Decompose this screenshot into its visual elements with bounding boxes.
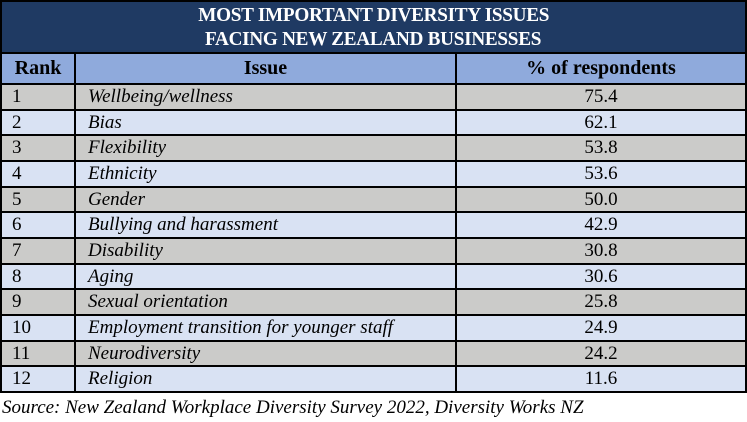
table-header-row: Rank Issue % of respondents: [2, 54, 745, 85]
table-row: 10 Employment transition for younger sta…: [2, 316, 745, 342]
table-row: 2 Bias 62.1: [2, 110, 745, 137]
value-cell: 53.6: [584, 162, 618, 184]
column-header-respondents: % of respondents: [526, 57, 676, 79]
rank-cell: 7: [2, 239, 76, 263]
issue-cell: Wellbeing/wellness: [76, 85, 457, 109]
rank-cell: 8: [2, 264, 76, 289]
issue-cell: Neurodiversity: [76, 341, 457, 366]
issue-cell: Bias: [76, 110, 457, 135]
rank-cell: 6: [2, 213, 76, 238]
table-row: 3 Flexibility 53.8: [2, 136, 745, 163]
table-row: 5 Gender 50.0: [2, 187, 745, 214]
table-row: 8 Aging 30.6: [2, 264, 745, 291]
column-header-issue: Issue: [76, 54, 457, 83]
issue-cell: Religion: [76, 367, 457, 392]
rank-cell: 1: [2, 85, 76, 109]
rank-cell: 3: [2, 136, 76, 161]
issue-cell: Disability: [76, 239, 457, 263]
rank-cell: 10: [2, 316, 76, 340]
value-cell: 62.1: [584, 111, 618, 133]
issue-cell: Flexibility: [76, 136, 457, 161]
rank-cell: 2: [2, 110, 76, 135]
value-cell: 30.8: [584, 239, 618, 261]
value-cell: 30.6: [584, 265, 618, 287]
table-body: 1 Wellbeing/wellness 75.4 2 Bias 62.1 3 …: [2, 85, 745, 392]
issue-cell: Bullying and harassment: [76, 213, 457, 238]
table-row: 6 Bullying and harassment 42.9: [2, 213, 745, 240]
table-title-line-2: FACING NEW ZEALAND BUSINESSES: [205, 28, 542, 50]
value-cell: 24.2: [584, 342, 618, 364]
rank-cell: 9: [2, 290, 76, 315]
table-row: 1 Wellbeing/wellness 75.4: [2, 85, 745, 111]
issue-cell: Ethnicity: [76, 162, 457, 186]
table-row: 7 Disability 30.8: [2, 239, 745, 265]
value-cell: 53.8: [584, 137, 618, 159]
table-row: 9 Sexual orientation 25.8: [2, 290, 745, 317]
value-cell: 25.8: [584, 291, 618, 313]
table-row: 12 Religion 11.6: [2, 367, 745, 392]
rank-cell: 11: [2, 341, 76, 366]
diversity-issues-table: MOST IMPORTANT DIVERSITY ISSUES FACING N…: [0, 0, 747, 393]
table-row: 11 Neurodiversity 24.2: [2, 341, 745, 368]
table-title-line-1: MOST IMPORTANT DIVERSITY ISSUES: [198, 4, 549, 26]
rank-cell: 5: [2, 187, 76, 212]
value-cell: 11.6: [584, 368, 618, 390]
value-cell: 50.0: [584, 188, 618, 210]
table-row: 4 Ethnicity 53.6: [2, 162, 745, 188]
issue-cell: Gender: [76, 187, 457, 212]
issue-cell: Employment transition for younger staff: [76, 316, 457, 340]
table-title: MOST IMPORTANT DIVERSITY ISSUES FACING N…: [2, 2, 745, 54]
rank-cell: 4: [2, 162, 76, 186]
issue-cell: Sexual orientation: [76, 290, 457, 315]
value-cell: 75.4: [584, 85, 618, 107]
source-note: Source: New Zealand Workplace Diversity …: [0, 393, 747, 422]
column-header-rank: Rank: [2, 54, 76, 83]
rank-cell: 12: [2, 367, 76, 392]
issue-cell: Aging: [76, 264, 457, 289]
value-cell: 42.9: [584, 214, 618, 236]
value-cell: 24.9: [584, 316, 618, 338]
